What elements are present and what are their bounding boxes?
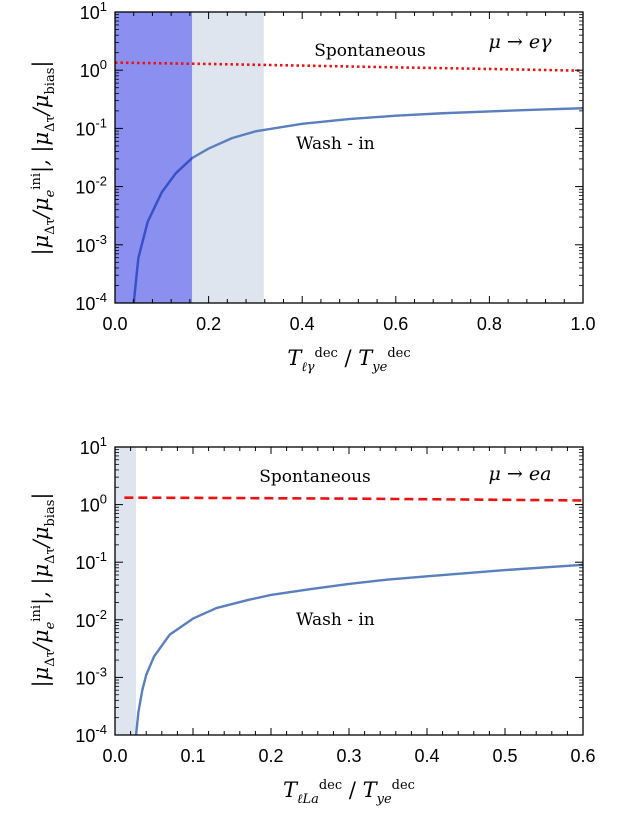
chart-panel-2: 0.0 0.1 0.2 0.3 0.4 0.5 0.6 101 100 10-1 10-2 10-3 1… [29, 434, 596, 807]
x-tick-label: 0.2 [196, 314, 221, 334]
y-tick-label: 100 [80, 492, 107, 516]
x-tick-label: 0.3 [336, 746, 361, 766]
y-tick-label: 10-3 [75, 664, 107, 688]
y-tick-label: 10-2 [75, 607, 107, 631]
y-tick-label: 100 [80, 57, 107, 81]
label-wash-in: Wash - in [296, 610, 375, 630]
x-tick-label: 0.8 [477, 314, 502, 334]
x-tick-label: 0.4 [414, 746, 439, 766]
x-tick-label: 1.0 [570, 314, 595, 334]
y-tick-label: 101 [80, 0, 107, 23]
shaded-region-2 [192, 12, 264, 303]
y-tick-label: 10-2 [75, 174, 107, 198]
plot-frame [114, 446, 584, 736]
x-axis-label: TℓLadec / Tyedec [283, 778, 415, 807]
shaded-region-1 [115, 12, 193, 303]
process-label: μ → ea [489, 463, 552, 485]
series-line-spontaneous [124, 496, 583, 502]
y-tick-label: 10-1 [75, 115, 107, 139]
x-tick-label: 0.1 [180, 746, 205, 766]
process-label: μ → eγ [489, 31, 553, 53]
x-tick-label: 0.2 [258, 746, 283, 766]
y-axis-label: |μΔτ/μeini|, |μΔτ/μbias| [29, 493, 58, 688]
label-wash-in: Wash - in [296, 134, 375, 154]
y-tick-label: 101 [80, 434, 107, 458]
chart-panel-1: 0.0 0.2 0.4 0.6 0.8 1.0 101 100 10-1 10-2 10-3 10-4… [29, 0, 596, 375]
label-spontaneous: Spontaneous [259, 467, 371, 487]
x-tick-label: 0.5 [492, 746, 517, 766]
x-tick-label: 0.4 [290, 314, 315, 334]
series-line-wash-in [134, 563, 583, 735]
x-axis-label: Tℓγdec / Tyedec [287, 346, 410, 375]
plot-frame [114, 11, 584, 304]
y-tick-label: 10-4 [75, 290, 107, 314]
x-tick-label: 0.6 [383, 314, 408, 334]
series-line-spontaneous [115, 61, 583, 73]
label-spontaneous: Spontaneous [314, 41, 426, 61]
shaded-region-1 [115, 447, 137, 735]
x-tick-label: 0.6 [570, 746, 595, 766]
y-tick-label: 10-1 [75, 549, 107, 573]
x-tick-label: 0.0 [102, 314, 127, 334]
wash-in-overlay [132, 156, 193, 303]
y-tick-label: 10-3 [75, 232, 107, 256]
y-tick-label: 10-4 [75, 722, 107, 746]
y-axis-label: |μΔτ/μeini|, |μΔτ/μbias| [29, 61, 58, 256]
x-tick-label: 0.0 [102, 746, 127, 766]
